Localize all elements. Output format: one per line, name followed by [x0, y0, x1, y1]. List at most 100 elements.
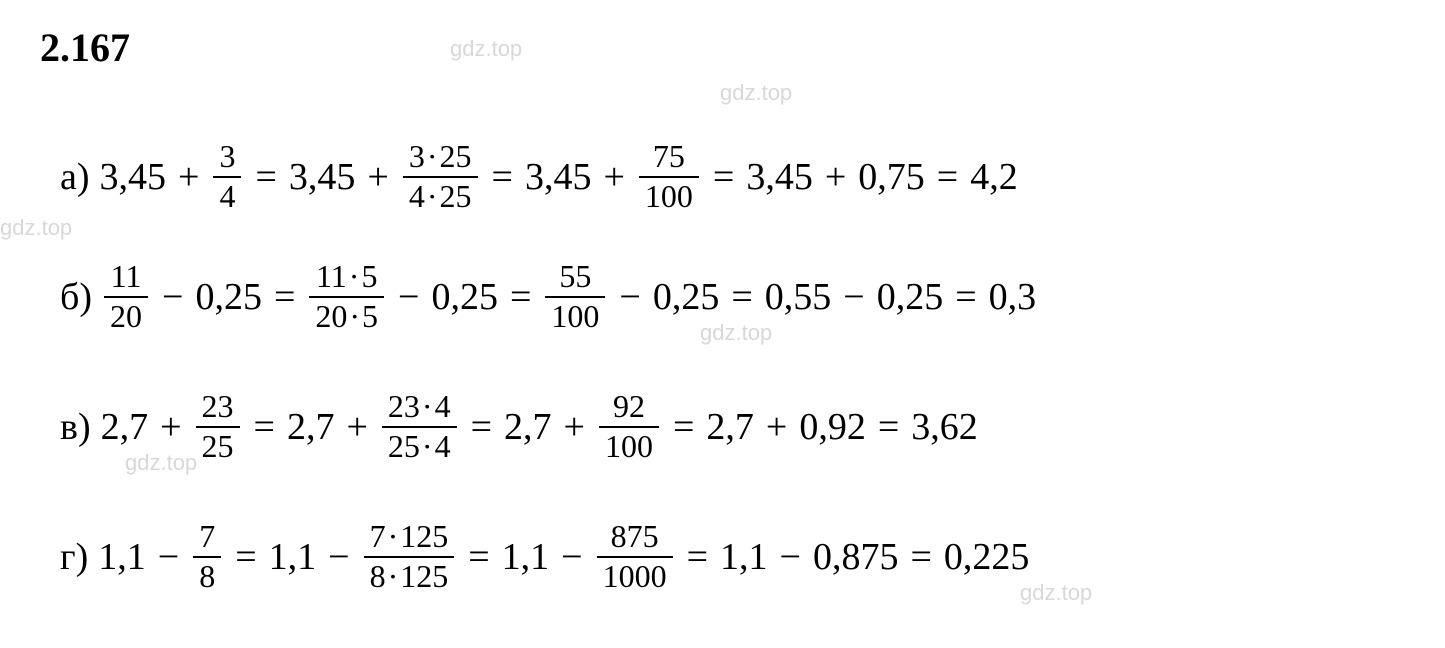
fraction-denominator: 1000	[597, 558, 673, 594]
multiply-dot: ·	[347, 258, 362, 294]
equals-sign: =	[500, 278, 541, 316]
fraction-numerator: 3	[213, 140, 241, 176]
num-part: 4	[435, 388, 451, 424]
equals-sign: =	[868, 408, 909, 446]
fraction: 7·125 8·125	[360, 520, 459, 593]
number: 0,25	[429, 278, 500, 316]
equals-sign: =	[245, 158, 286, 196]
equals-sign: =	[461, 408, 502, 446]
exercise-number: 2.167	[40, 24, 130, 71]
den-part: 25	[440, 178, 472, 214]
number: 3,45	[523, 158, 594, 196]
fraction: 55 100	[541, 260, 609, 333]
num-part: 125	[400, 518, 448, 554]
plus-sign: +	[357, 158, 398, 196]
minus-sign: −	[609, 278, 650, 316]
den-part: 20	[315, 298, 347, 334]
number: 1,1	[96, 538, 148, 576]
minus-sign: −	[148, 538, 189, 576]
num-part: 23	[388, 388, 420, 424]
fraction-denominator: 100	[545, 298, 605, 334]
equals-sign: =	[264, 278, 305, 316]
equals-sign: =	[482, 158, 523, 196]
multiply-dot: ·	[425, 178, 440, 214]
equals-sign: =	[945, 278, 986, 316]
number: 2,7	[285, 408, 337, 446]
fraction: 11 20	[100, 260, 152, 333]
number: 0,225	[942, 538, 1032, 576]
fraction: 11·5 20·5	[305, 260, 388, 333]
fraction-numerator: 23·4	[382, 390, 457, 426]
equation-line-a: а) 3,45 + 3 4 = 3,45 + 3·25 4·25 = 3,45 …	[60, 140, 1405, 213]
number: 3,62	[909, 408, 980, 446]
den-part: 125	[400, 558, 448, 594]
equals-sign: =	[900, 538, 941, 576]
watermark: gdz.top	[720, 80, 792, 106]
minus-sign: −	[551, 538, 592, 576]
item-label: в)	[60, 405, 99, 449]
den-part: 4	[435, 428, 451, 464]
number: 3,45	[287, 158, 358, 196]
fraction-numerator: 55	[553, 260, 597, 296]
multiply-dot: ·	[386, 518, 401, 554]
fraction-numerator: 92	[607, 390, 651, 426]
equals-sign: =	[703, 158, 744, 196]
page: gdz.top gdz.top gdz.top gdz.top gdz.top …	[0, 0, 1445, 648]
equals-sign: =	[927, 158, 968, 196]
minus-sign: −	[388, 278, 429, 316]
fraction-numerator: 23	[196, 390, 240, 426]
number: 0,25	[193, 278, 264, 316]
fraction: 3 4	[209, 140, 245, 213]
plus-sign: +	[815, 158, 856, 196]
number: 4,2	[968, 158, 1020, 196]
fraction: 92 100	[595, 390, 663, 463]
equals-sign: =	[244, 408, 285, 446]
den-part: 25	[388, 428, 420, 464]
watermark: gdz.top	[0, 215, 72, 241]
multiply-dot: ·	[420, 388, 435, 424]
fraction-denominator: 100	[599, 428, 659, 464]
number: 0,55	[763, 278, 834, 316]
plus-sign: +	[150, 408, 191, 446]
fraction: 7 8	[189, 520, 225, 593]
fraction-denominator: 100	[639, 178, 699, 214]
num-part: 7	[370, 518, 386, 554]
den-part: 8	[370, 558, 386, 594]
fraction: 875 1000	[593, 520, 677, 593]
item-label: г)	[60, 535, 96, 579]
num-part: 5	[361, 258, 377, 294]
multiply-dot: ·	[386, 558, 401, 594]
equals-sign: =	[677, 538, 718, 576]
fraction-denominator: 8·125	[364, 558, 455, 594]
plus-sign: +	[756, 408, 797, 446]
minus-sign: −	[833, 278, 874, 316]
den-part: 5	[362, 298, 378, 334]
number: 0,75	[856, 158, 927, 196]
number: 0,3	[987, 278, 1039, 316]
item-label: а)	[60, 155, 98, 199]
number: 0,92	[797, 408, 868, 446]
den-part: 4	[409, 178, 425, 214]
item-label: б)	[60, 275, 100, 319]
number: 2,7	[99, 408, 151, 446]
fraction: 23 25	[192, 390, 244, 463]
fraction-denominator: 4	[213, 178, 241, 214]
minus-sign: −	[152, 278, 193, 316]
fraction-denominator: 4·25	[403, 178, 478, 214]
fraction-numerator: 75	[647, 140, 691, 176]
equation-line-b: б) 11 20 − 0,25 = 11·5 20·5 − 0,25 = 55 …	[60, 260, 1405, 333]
fraction-denominator: 25	[196, 428, 240, 464]
minus-sign: −	[770, 538, 811, 576]
fraction: 3·25 4·25	[399, 140, 482, 213]
equation-line-d: г) 1,1 − 7 8 = 1,1 − 7·125 8·125 = 1,1 −…	[60, 520, 1405, 593]
equals-sign: =	[663, 408, 704, 446]
fraction-numerator: 11	[105, 260, 148, 296]
multiply-dot: ·	[425, 138, 440, 174]
fraction-numerator: 3·25	[403, 140, 478, 176]
multiply-dot: ·	[420, 428, 435, 464]
equation-line-c: в) 2,7 + 23 25 = 2,7 + 23·4 25·4 = 2,7 +…	[60, 390, 1405, 463]
plus-sign: +	[168, 158, 209, 196]
num-part: 25	[440, 138, 472, 174]
number: 0,875	[811, 538, 901, 576]
equals-sign: =	[721, 278, 762, 316]
